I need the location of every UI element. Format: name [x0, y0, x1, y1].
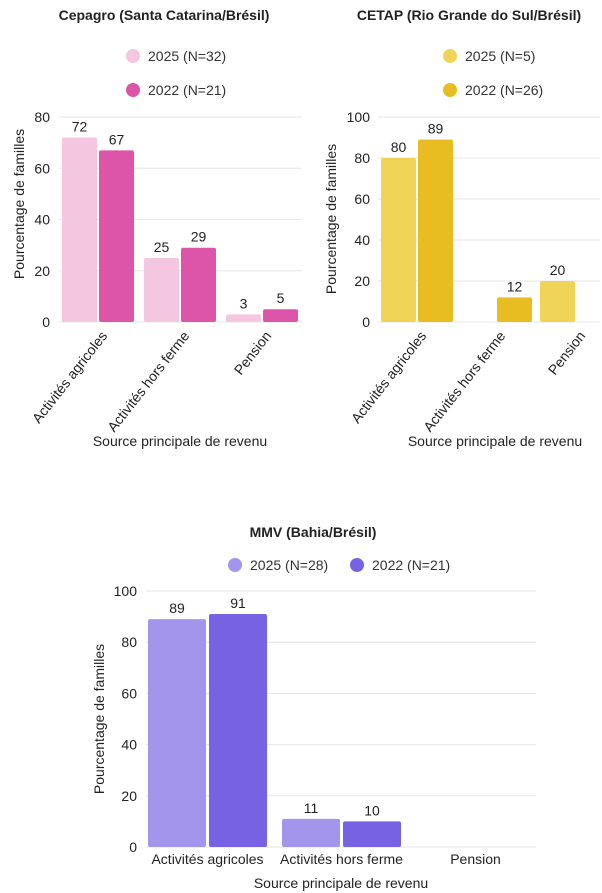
bar-activites-agricoles-2022 [99, 150, 134, 322]
bars: 72 67 25 29 3 5 [62, 119, 298, 322]
legend-swatch-2022 [126, 83, 140, 97]
legend-label-2025: 2025 (N=5) [465, 48, 535, 64]
bar-pension-2025 [226, 314, 261, 322]
data-label: 12 [507, 278, 523, 294]
x-tick-label: Pension [450, 851, 501, 867]
legend-label-2022: 2022 (N=21) [148, 82, 226, 98]
bar-activites-agricoles-2022 [209, 614, 267, 847]
x-tick-label: Activités hors ferme [104, 328, 192, 435]
x-axis-ticks: Activités agricoles Activités hors ferme P… [151, 851, 500, 867]
chart-cepagro: Cepagro (Santa Catarina/Brésil) 2025 (N=… [11, 7, 302, 449]
y-tick-label: 80 [354, 150, 370, 166]
bars: 80 89 12 20 [381, 121, 575, 322]
x-tick-label: Pension [545, 328, 589, 378]
x-axis-label: Source principale de revenu [93, 433, 267, 449]
bar-activites-hors-ferme-2022 [181, 247, 216, 322]
data-label: 89 [169, 600, 185, 616]
bar-activites-hors-ferme-2022 [343, 821, 401, 847]
y-tick-label: 20 [354, 273, 370, 289]
legend-swatch-2025 [228, 558, 242, 572]
data-label: 20 [550, 262, 566, 278]
x-tick-label: Pension [231, 328, 275, 378]
y-tick-label: 60 [121, 685, 137, 701]
x-tick-label: Activités agricoles [348, 328, 430, 426]
y-tick-label: 40 [121, 737, 137, 753]
bar-activites-hors-ferme-2022 [497, 297, 532, 322]
data-label: 10 [364, 802, 380, 818]
data-label: 67 [109, 131, 125, 147]
chart-title: Cepagro (Santa Catarina/Brésil) [59, 7, 270, 23]
legend: 2025 (N=28) 2022 (N=21) [228, 557, 450, 573]
y-tick-label: 0 [129, 839, 137, 855]
y-tick-label: 100 [347, 109, 371, 125]
data-label: 89 [428, 121, 444, 137]
legend: 2025 (N=32) 2022 (N=21) [126, 48, 226, 98]
x-axis-label: Source principale de revenu [408, 433, 582, 449]
y-tick-label: 40 [34, 212, 50, 228]
chart-cetap: CETAP (Rio Grande do Sul/Brésil) 2025 (N… [323, 7, 600, 449]
bar-pension-2025 [540, 281, 575, 322]
legend-swatch-2022 [350, 558, 364, 572]
legend-label-2022: 2022 (N=26) [465, 82, 543, 98]
data-label: 29 [191, 229, 207, 245]
bar-activites-agricoles-2025 [148, 619, 206, 847]
y-axis-label: Pourcentage de familles [91, 644, 107, 794]
y-tick-label: 20 [34, 263, 50, 279]
legend-swatch-2022 [443, 83, 457, 97]
y-tick-label: 40 [354, 232, 370, 248]
bar-pension-2022 [263, 309, 298, 322]
y-tick-label: 20 [121, 788, 137, 804]
data-label: 80 [391, 139, 407, 155]
x-tick-label: Activités agricoles [151, 851, 263, 867]
y-tick-label: 80 [34, 109, 50, 125]
x-axis-label: Source principale de revenu [254, 875, 428, 891]
bar-activites-hors-ferme-2025 [144, 257, 179, 322]
y-tick-label: 60 [354, 191, 370, 207]
data-label: 25 [154, 239, 170, 255]
legend: 2025 (N=5) 2022 (N=26) [443, 48, 543, 98]
chart-mmv: MMV (Bahia/Brésil) 2025 (N=28) 2022 (N=2… [91, 524, 536, 891]
chart-title: MMV (Bahia/Brésil) [250, 524, 377, 540]
y-tick-label: 100 [114, 583, 138, 599]
y-axis-label: Pourcentage de familles [11, 129, 27, 279]
data-label: 91 [230, 595, 246, 611]
x-tick-label: Activités agricoles [29, 328, 111, 426]
chart-title: CETAP (Rio Grande do Sul/Brésil) [357, 7, 581, 23]
legend-swatch-2025 [443, 49, 457, 63]
y-axis-label: Pourcentage de familles [323, 144, 339, 294]
bar-activites-agricoles-2022 [418, 139, 453, 322]
y-tick-label: 80 [121, 634, 137, 650]
bar-activites-agricoles-2025 [381, 158, 416, 322]
y-tick-label: 0 [42, 314, 50, 330]
legend-label-2025: 2025 (N=28) [250, 557, 328, 573]
legend-label-2022: 2022 (N=21) [372, 557, 450, 573]
bar-activites-hors-ferme-2025 [282, 818, 340, 847]
x-tick-label: Activités hors ferme [420, 328, 508, 435]
bar-activites-agricoles-2025 [62, 137, 97, 322]
data-label: 3 [240, 295, 248, 311]
y-tick-label: 60 [34, 160, 50, 176]
data-label: 5 [277, 290, 285, 306]
x-tick-label: Activités hors ferme [280, 851, 403, 867]
bars: 89 91 11 10 [148, 595, 401, 847]
data-label: 11 [304, 800, 319, 816]
legend-swatch-2025 [126, 49, 140, 63]
y-tick-label: 0 [362, 314, 370, 330]
data-label: 72 [72, 119, 88, 135]
legend-label-2025: 2025 (N=32) [148, 48, 226, 64]
